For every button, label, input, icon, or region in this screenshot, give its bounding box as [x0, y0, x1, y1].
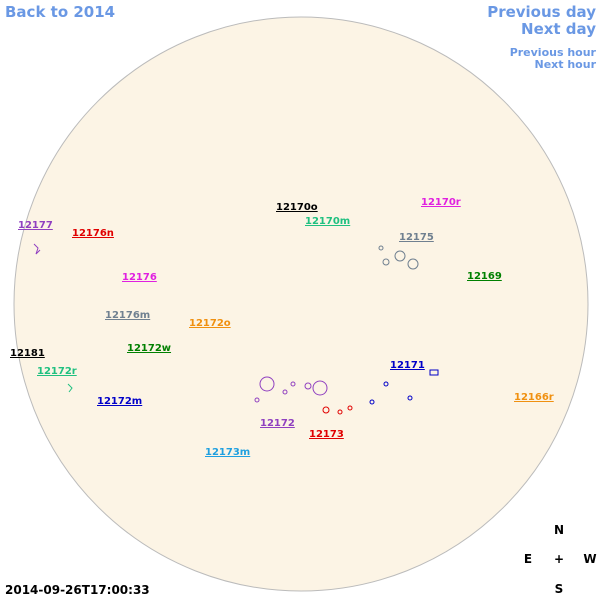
compass-east: E: [524, 552, 532, 566]
region-label[interactable]: 12166r: [514, 392, 554, 403]
region-label[interactable]: 12172r: [37, 366, 77, 377]
timestamp: 2014-09-26T17:00:33: [5, 583, 150, 597]
region-label[interactable]: 12171: [390, 360, 425, 371]
region-label[interactable]: 12169: [467, 271, 502, 282]
region-label[interactable]: 12175: [399, 232, 434, 243]
compass-center: +: [554, 552, 564, 566]
compass-west: W: [583, 552, 596, 566]
compass-south: S: [555, 582, 564, 596]
region-label[interactable]: 12176m: [105, 310, 150, 321]
next-hour-link[interactable]: Next hour: [535, 58, 597, 71]
region-label[interactable]: 12170m: [305, 216, 350, 227]
region-label[interactable]: 12172m: [97, 396, 142, 407]
previous-day-link[interactable]: Previous day: [487, 3, 596, 21]
back-year-link[interactable]: Back to 2014: [5, 3, 115, 21]
next-day-link[interactable]: Next day: [521, 20, 596, 38]
region-label[interactable]: 12176n: [72, 228, 114, 239]
region-label[interactable]: 12176: [122, 272, 157, 283]
region-label[interactable]: 12173m: [205, 447, 250, 458]
region-label[interactable]: 12170o: [276, 202, 318, 213]
region-label[interactable]: 12181: [10, 348, 45, 359]
sunspots: [33, 243, 439, 415]
region-label[interactable]: 12172o: [189, 318, 231, 329]
region-label[interactable]: 12172w: [127, 343, 171, 354]
region-labels: 12170o 12170m 12170r 12175 12177 12176n 12176 1…: [10, 197, 554, 458]
region-label[interactable]: 12170r: [421, 197, 461, 208]
region-label[interactable]: 12173: [309, 429, 344, 440]
previous-hour-link[interactable]: Previous hour: [510, 46, 597, 59]
compass-north: N: [554, 523, 564, 537]
solar-disk: [13, 16, 589, 592]
region-label[interactable]: 12172: [260, 418, 295, 429]
region-label[interactable]: 12177: [18, 220, 53, 231]
